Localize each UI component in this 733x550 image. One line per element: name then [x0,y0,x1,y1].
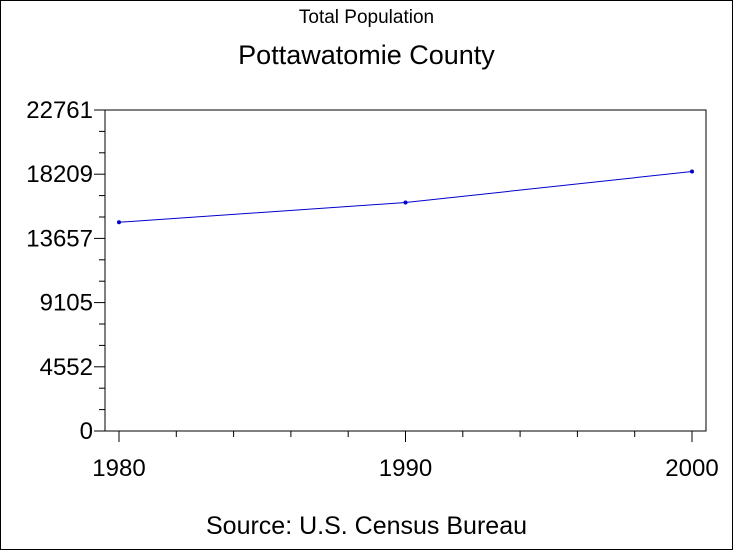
series-layer [117,169,694,225]
plot-area-border [104,109,707,432]
y-tick-label: 13657 [26,225,93,252]
y-tick-label: 9105 [40,290,93,317]
source-note: Source: U.S. Census Bureau [206,512,527,540]
chart-title: Total Population [298,7,435,28]
x-tick-label: 2000 [665,455,718,482]
data-point [117,220,121,225]
x-tick-label: 1990 [379,455,432,482]
x-tick-label: 1980 [92,455,145,482]
tick-marks [94,109,693,442]
y-tick-label: 18209 [26,161,93,188]
y-tick-label: 0 [80,418,93,445]
data-point [403,200,408,205]
tick-labels: 0 4552 9105 13657 18209 22761 1980 1990 2000 [26,97,718,482]
axes [104,109,707,432]
series-line [118,171,693,223]
y-tick-label: 22761 [26,97,93,124]
data-point [690,169,694,174]
chart-subtitle: Pottawatomie County [238,40,495,70]
y-tick-label: 4552 [40,354,93,381]
